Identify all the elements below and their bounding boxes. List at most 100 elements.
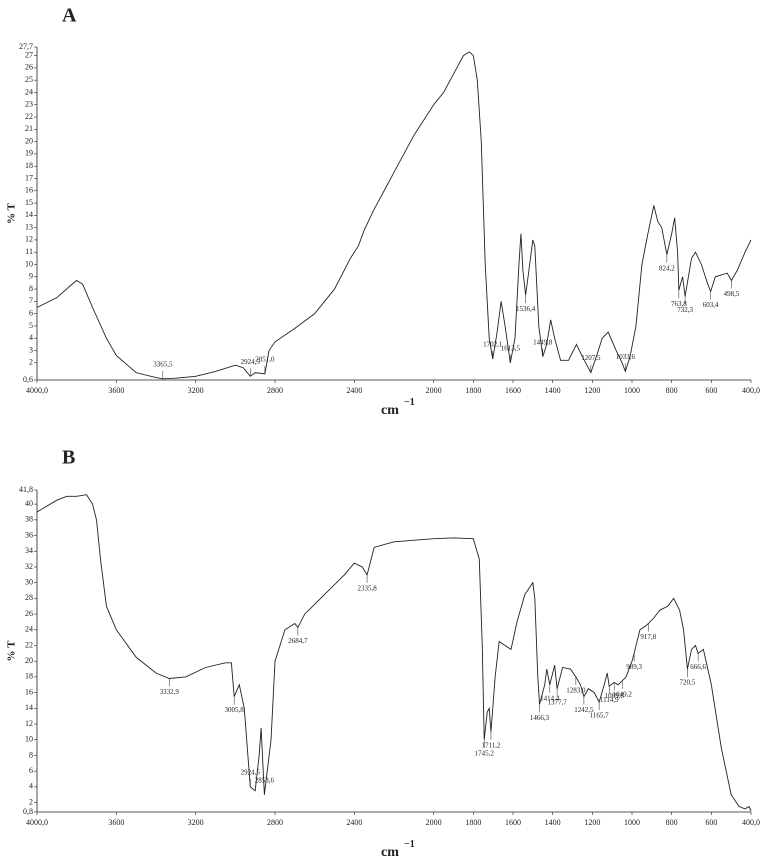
y-tick-label: 12 xyxy=(25,719,33,728)
peak-label: 1466,3 xyxy=(530,714,550,722)
x-tick-label: 4000,0 xyxy=(26,818,48,827)
peak-label: 1283,0 xyxy=(566,687,586,695)
y-tick-label: 34 xyxy=(25,546,33,555)
y-tick-label: 7 xyxy=(29,296,33,305)
y-tick-label: 16 xyxy=(25,687,33,696)
y-tick-label: 24 xyxy=(25,625,33,634)
y-tick-label: 0,6 xyxy=(23,375,33,384)
peak-label: 1049,2 xyxy=(613,690,633,698)
y-tick-label: 27 xyxy=(25,50,33,59)
x-tick-label: 1400 xyxy=(545,386,561,395)
y-tick-label: 12 xyxy=(25,235,33,244)
peak-label: 1242,5 xyxy=(574,706,594,714)
y-tick-label: 28 xyxy=(25,593,33,602)
y-tick-label: 20 xyxy=(25,656,33,665)
peak-label: 917,8 xyxy=(640,633,656,641)
peak-label: 3332,9 xyxy=(160,688,180,696)
y-tick-label: 6 xyxy=(29,766,33,775)
y-tick-label: 23 xyxy=(25,100,33,109)
y-tick-label: 27,7 xyxy=(19,42,33,51)
panel-title: A xyxy=(62,5,77,27)
panel-title: B xyxy=(62,447,75,469)
x-tick-label: 800 xyxy=(666,386,678,395)
y-tick-label: 19 xyxy=(25,149,33,158)
x-axis-label: cm xyxy=(381,403,399,418)
peak-label: 1165,7 xyxy=(590,712,609,720)
y-tick-label: 26 xyxy=(25,63,33,72)
x-axis-label-exponent: −1 xyxy=(404,397,415,408)
x-tick-label: 4000,0 xyxy=(26,386,48,395)
y-tick-label: 9 xyxy=(29,272,33,281)
y-tick-label: 16 xyxy=(25,186,33,195)
peak-label: 1414,4 xyxy=(540,694,560,702)
x-tick-label: 2000 xyxy=(426,818,442,827)
x-tick-label: 2800 xyxy=(267,386,283,395)
peak-label: 824,2 xyxy=(659,264,675,272)
x-tick-label: 3200 xyxy=(188,818,204,827)
y-axis-label: % T xyxy=(6,202,18,224)
x-tick-label: 2400 xyxy=(346,386,362,395)
peak-label: 1449,8 xyxy=(533,338,553,346)
peak-label: 989,3 xyxy=(626,663,642,671)
peak-label: 498,5 xyxy=(724,290,740,298)
x-tick-label: 800 xyxy=(666,818,678,827)
peak-label: 1207,5 xyxy=(581,354,601,362)
x-tick-label: 2400 xyxy=(346,818,362,827)
y-tick-label: 17 xyxy=(25,173,33,182)
spectrum-panel: B0,8246810121416182022242628303234363840… xyxy=(6,447,760,860)
peak-label: 2335,8 xyxy=(357,584,377,592)
y-tick-label: 38 xyxy=(25,515,33,524)
x-tick-label: 600 xyxy=(705,386,717,395)
peak-label: 732,3 xyxy=(677,306,693,314)
x-tick-label: 1600 xyxy=(505,386,521,395)
x-tick-label: 1200 xyxy=(584,386,600,395)
peak-label: 763,8 xyxy=(671,300,687,308)
y-tick-label: 10 xyxy=(25,735,33,744)
y-tick-label: 22 xyxy=(25,112,33,121)
x-tick-label: 2800 xyxy=(267,818,283,827)
peak-label: 3005,8 xyxy=(225,706,245,714)
peak-label: 2924,5 xyxy=(241,768,261,776)
y-tick-label: 36 xyxy=(25,530,33,539)
x-tick-label: 400,0 xyxy=(742,818,760,827)
peak-label: 1114,9 xyxy=(600,696,619,704)
y-tick-label: 2 xyxy=(29,797,33,806)
y-tick-label: 10 xyxy=(25,259,33,268)
y-tick-label: 5 xyxy=(29,321,33,330)
y-tick-label: 21 xyxy=(25,124,33,133)
x-tick-label: 1600 xyxy=(505,818,521,827)
spectrum-panel: A0,6234567891011121314151617181920212223… xyxy=(6,5,760,418)
x-tick-label: 3600 xyxy=(108,818,124,827)
y-tick-label: 8 xyxy=(29,750,33,759)
y-tick-label: 24 xyxy=(25,87,33,96)
x-tick-label: 1800 xyxy=(465,818,481,827)
y-tick-label: 40 xyxy=(25,499,33,508)
x-tick-label: 1800 xyxy=(465,386,481,395)
spectrum-line xyxy=(36,51,752,380)
y-tick-label: 4 xyxy=(29,782,33,791)
peak-label: 2853,6 xyxy=(255,776,275,784)
y-axis-label: % T xyxy=(6,640,18,662)
peak-label: 2924,5 xyxy=(241,358,261,366)
y-tick-label: 14 xyxy=(25,703,33,712)
x-axis-label: cm xyxy=(381,845,399,860)
peak-label: 1536,4 xyxy=(516,305,536,313)
y-tick-label: 25 xyxy=(25,75,33,84)
peak-label: 2851,0 xyxy=(255,355,275,363)
y-tick-label: 14 xyxy=(25,210,33,219)
x-tick-label: 1000 xyxy=(624,386,640,395)
y-tick-label: 30 xyxy=(25,578,33,587)
peak-label: 603,4 xyxy=(703,301,719,309)
y-tick-label: 2 xyxy=(29,358,33,367)
x-tick-label: 2000 xyxy=(426,386,442,395)
y-tick-label: 32 xyxy=(25,562,33,571)
peak-label: 1745,2 xyxy=(475,749,495,757)
y-tick-label: 0,8 xyxy=(23,807,33,816)
y-tick-label: 15 xyxy=(25,198,33,207)
y-tick-label: 18 xyxy=(25,161,33,170)
peak-label: 1711,2 xyxy=(481,742,500,750)
y-tick-label: 6 xyxy=(29,308,33,317)
peak-label: 1613,5 xyxy=(501,344,521,352)
x-tick-label: 400,0 xyxy=(742,386,760,395)
